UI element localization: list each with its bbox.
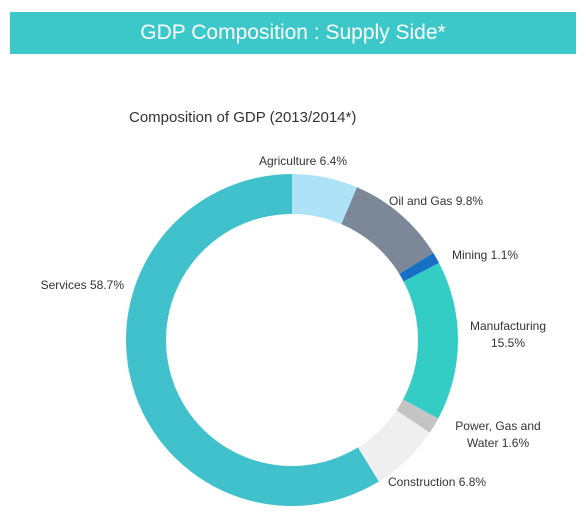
label-manufacturing: Manufacturing 15.5% [470, 319, 546, 350]
label-power-gas-and-water: Power, Gas and Water 1.6% [455, 419, 540, 450]
slice-services [125, 174, 379, 507]
label-mining: Mining 1.1% [452, 248, 518, 262]
slice-power-gas-and-water [396, 399, 439, 433]
label-services: Services 58.7% [41, 278, 125, 292]
header-title: GDP Composition : Supply Side* [140, 21, 446, 44]
header-banner: GDP Composition : Supply Side* [10, 12, 576, 54]
label-oil-and-gas: Oil and Gas 9.8% [389, 194, 483, 208]
label-agriculture: Agriculture 6.4% [259, 154, 347, 168]
slice-construction [357, 410, 430, 482]
slice-manufacturing [403, 262, 458, 419]
slice-agriculture [292, 174, 358, 225]
chart-title: Composition of GDP (2013/2014*) [129, 109, 357, 126]
slice-mining [399, 252, 440, 282]
slice-oil-and-gas [341, 187, 434, 274]
label-construction: Construction 6.8% [388, 475, 486, 489]
